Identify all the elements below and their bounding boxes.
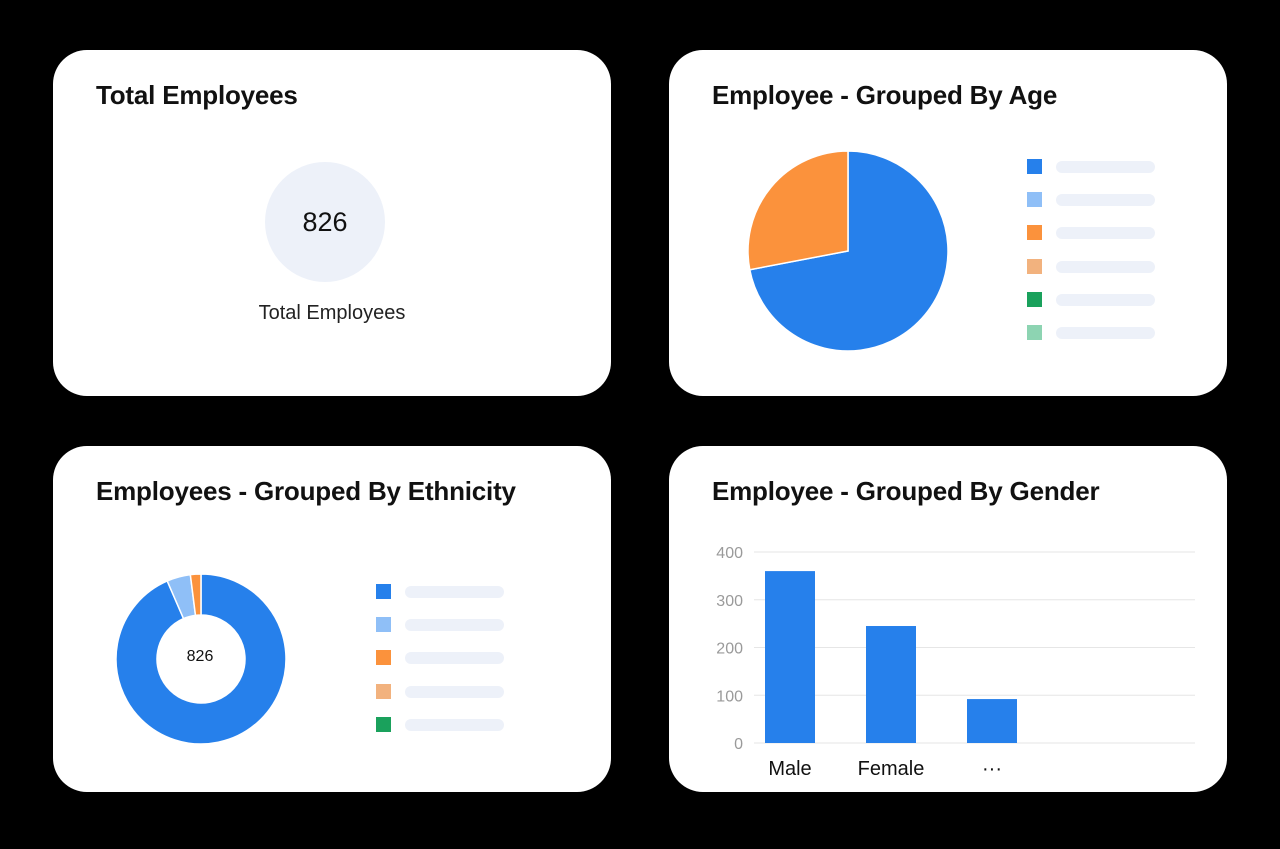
y-tick-label: 0	[734, 736, 743, 753]
legend-swatch	[1027, 324, 1042, 340]
total-employees-card: Total Employees 826 Total Employees	[53, 50, 611, 396]
ethnicity-donut-chart	[115, 573, 287, 745]
y-tick-label: 400	[716, 545, 743, 562]
x-tick-label: ···	[982, 758, 1002, 780]
legend-label-placeholder	[405, 685, 504, 698]
legend-swatch	[376, 650, 391, 666]
bar-0	[765, 571, 815, 743]
card-title: Employee - Grouped By Age	[712, 80, 1058, 110]
card-title: Employees - Grouped By Ethnicity	[96, 476, 516, 506]
legend-swatch	[376, 683, 391, 699]
legend-swatch	[376, 584, 391, 599]
legend-label-placeholder	[405, 586, 504, 598]
legend-swatch	[376, 716, 391, 732]
total-employees-label: Total Employees	[258, 302, 406, 324]
y-tick-label: 100	[716, 688, 743, 705]
legend-label-placeholder	[1056, 260, 1155, 273]
card-title: Total Employees	[96, 80, 298, 110]
legend-label-placeholder	[1056, 293, 1155, 306]
legend-swatch	[1027, 192, 1042, 208]
legend-label-placeholder	[1056, 194, 1155, 207]
legend-swatch	[1027, 258, 1042, 274]
legend-swatch	[1027, 291, 1042, 307]
ethnicity-group-card: Employees - Grouped By Ethnicity 826	[53, 446, 611, 792]
legend-label-placeholder	[405, 718, 504, 731]
pie-slice-1	[747, 150, 849, 271]
legend-swatch	[376, 617, 391, 633]
age-group-card: Employee - Grouped By Age	[669, 50, 1227, 396]
bar-2	[967, 699, 1017, 743]
legend-label-placeholder	[1056, 227, 1155, 240]
card-title: Employee - Grouped By Gender	[712, 476, 1100, 506]
legend-label-placeholder	[405, 652, 504, 665]
donut-center-value: 826	[186, 648, 214, 665]
age-pie-chart	[747, 150, 949, 352]
pie-slice-2	[189, 573, 202, 617]
pie-slice-0	[115, 573, 287, 745]
total-employees-value: 826	[265, 162, 385, 282]
x-tick-label: Male	[768, 758, 811, 780]
legend-swatch	[1027, 225, 1042, 241]
gender-group-card: Employee - Grouped By Gender 0 100 200 300 4…	[669, 446, 1227, 792]
legend-label-placeholder	[405, 619, 504, 632]
y-tick-label: 300	[716, 593, 743, 610]
legend-label-placeholder	[1056, 326, 1155, 339]
bar-1	[866, 626, 916, 743]
legend-swatch	[1027, 159, 1042, 174]
pie-slice-0	[748, 150, 949, 352]
x-tick-label: Female	[858, 758, 925, 780]
gender-bar-chart: 0 100 200 300 400 Male Female ···	[716, 545, 1195, 780]
legend-label-placeholder	[1056, 161, 1155, 173]
y-tick-label: 200	[716, 641, 743, 658]
